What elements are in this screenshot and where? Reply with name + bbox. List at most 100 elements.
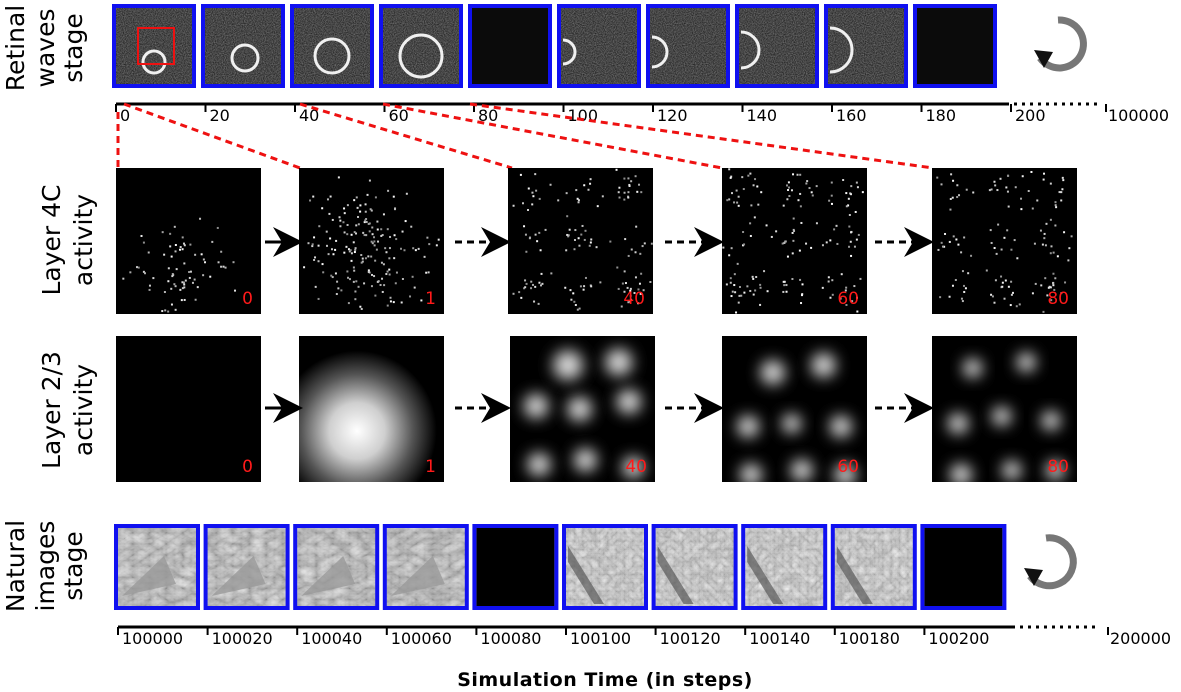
activity-spot — [940, 183, 943, 186]
activity-spot — [785, 290, 788, 293]
natural-frame — [114, 524, 200, 610]
activity-spot — [312, 195, 315, 198]
activity-spot — [317, 244, 320, 247]
activity-spot — [1000, 248, 1003, 251]
activity-spot — [374, 196, 377, 199]
activity-spot — [936, 176, 939, 179]
activity-spot — [1006, 190, 1009, 193]
activity-spot — [857, 233, 860, 236]
activity-spot — [373, 244, 376, 247]
frame-step-number: 80 — [1047, 457, 1069, 477]
activity-spot — [325, 244, 328, 247]
activity-spot — [1000, 275, 1003, 278]
activity-spot — [787, 181, 790, 184]
activity-spot — [531, 203, 534, 206]
activity-spot — [1049, 252, 1052, 255]
retinal-frame — [468, 4, 552, 88]
activity-spot — [743, 243, 746, 246]
activity-spot — [752, 184, 755, 187]
activity-spot — [848, 213, 851, 216]
frame-border — [824, 4, 908, 88]
activity-spot — [435, 244, 438, 247]
activity-spot — [343, 207, 346, 210]
activity-spot — [534, 285, 537, 288]
activity-spot — [580, 233, 583, 236]
activity-spot — [855, 296, 858, 299]
activity-spot — [1061, 188, 1064, 191]
activity-spot — [989, 229, 992, 232]
activity-spot — [590, 285, 593, 288]
activity-spot — [787, 189, 790, 192]
activity-spot — [995, 252, 998, 255]
activity-spot — [401, 278, 404, 281]
activity-spot — [540, 272, 543, 275]
activity-spot — [967, 272, 970, 275]
activity-spot — [329, 237, 332, 240]
activity-spot — [388, 268, 391, 271]
frame-border — [382, 524, 469, 610]
activity-spot — [370, 240, 373, 243]
natural-frame — [830, 524, 917, 610]
activity-spot — [616, 266, 619, 269]
activity-spot — [200, 253, 203, 256]
activity-spot — [519, 173, 522, 176]
frame-content — [518, 342, 650, 482]
activity-spot — [1001, 285, 1004, 288]
activity-spot — [1031, 292, 1034, 295]
activity-spot — [354, 290, 357, 293]
activity-spot — [385, 251, 388, 254]
retinal-frame — [379, 4, 463, 88]
loop-arrowhead-icon — [1024, 568, 1043, 586]
zoom-line — [299, 102, 513, 170]
activity-spot — [805, 242, 808, 245]
activity-spot — [387, 189, 390, 192]
activity-spot — [360, 261, 363, 264]
activity-spot — [211, 240, 214, 243]
activity-spot — [357, 215, 360, 218]
activity-spot — [965, 188, 968, 191]
image-shape — [122, 556, 176, 596]
activity-spot — [1054, 201, 1057, 204]
layer23-frame: 80 — [932, 336, 1077, 482]
activity-spot — [1063, 231, 1066, 234]
activity-spot — [799, 278, 802, 281]
activity-spot — [388, 247, 391, 250]
frame-step-number: 1 — [425, 457, 436, 477]
activity-spot — [544, 228, 547, 231]
activity-spot — [808, 187, 811, 190]
activity-cloud — [299, 336, 444, 482]
activity-spot — [518, 291, 521, 294]
activity-spot — [790, 189, 793, 192]
layer23-row: Layer 2/3 activity 0 1 40 60 80 — [37, 336, 1077, 482]
activity-blob — [829, 458, 862, 482]
activity-spot — [531, 283, 534, 286]
activity-spot — [348, 278, 351, 281]
activity-spot — [749, 234, 752, 237]
activity-blob — [754, 354, 791, 391]
activity-spot — [629, 287, 632, 290]
activity-spot — [570, 298, 573, 301]
zoom-guide-lines — [116, 102, 934, 170]
retinal-loop-icon — [1034, 16, 1087, 72]
layer4c-frame: 0 — [116, 168, 261, 314]
activity-spot — [414, 249, 417, 252]
wave-ring — [313, 37, 351, 75]
activity-spot — [1033, 242, 1036, 245]
layer23-frame: 40 — [510, 336, 655, 482]
activity-spot — [755, 275, 758, 278]
frame-border — [114, 524, 200, 610]
activity-spot — [1050, 245, 1053, 248]
natural-label-line3: stage — [59, 531, 88, 600]
activity-spot — [567, 235, 570, 238]
activity-spot — [798, 249, 801, 252]
activity-spot — [217, 261, 220, 264]
activity-spot — [734, 291, 737, 294]
activity-spot — [590, 238, 593, 241]
activity-spot — [970, 254, 973, 257]
activity-spot — [577, 201, 580, 204]
activity-blob — [945, 458, 977, 482]
activity-spot — [338, 216, 341, 219]
activity-spot — [990, 293, 993, 296]
activity-spot — [786, 198, 789, 201]
activity-spot — [746, 285, 749, 288]
